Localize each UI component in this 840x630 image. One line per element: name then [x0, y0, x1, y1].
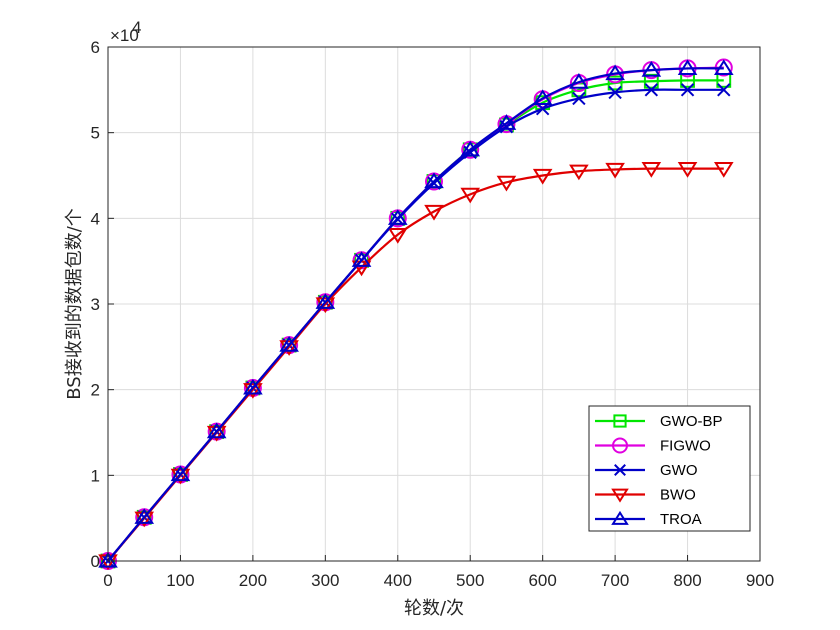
data-point: [315, 297, 336, 314]
ticks: [107, 46, 761, 562]
legend-marker: [611, 488, 629, 503]
legend-marker: [612, 437, 628, 454]
data-point: [713, 162, 734, 178]
data-point: [608, 85, 622, 100]
data-point: [677, 162, 698, 178]
data-point: [424, 204, 444, 221]
data-point: [315, 293, 336, 309]
data-point: [644, 83, 659, 97]
legend-label: BWO: [660, 487, 696, 504]
series-line: [107, 67, 724, 562]
x-tick-label: 200: [239, 571, 267, 590]
y-tick-label: 2: [91, 381, 100, 400]
x-tick-label: 900: [746, 571, 774, 590]
x-tick-label: 100: [166, 571, 194, 590]
data-point: [713, 59, 734, 76]
data-point: [641, 61, 662, 77]
x-tick-label: 500: [456, 571, 484, 590]
tick-labels: 0 100 200 300 400 500 600 700 800 900 0 1 2 3 4 5 6: [91, 38, 775, 590]
legend-item: GWO: [595, 462, 698, 479]
legend-label: FIGWO: [660, 438, 711, 455]
x-tick-label: 0: [103, 571, 112, 590]
data-point: [243, 378, 263, 395]
series-troa: [98, 59, 734, 568]
x-tick-label: 600: [528, 571, 556, 590]
y-tick-label: 6: [91, 38, 100, 57]
legend-item: GWO-BP: [595, 413, 723, 430]
legend-marker: [613, 414, 627, 428]
data-point: [717, 83, 731, 97]
data-point: [134, 511, 155, 528]
data-point: [98, 551, 118, 568]
legend-marker: [614, 464, 626, 476]
data-point: [532, 89, 553, 105]
data-point: [460, 187, 481, 204]
legend-label: GWO: [660, 462, 698, 479]
data-point: [206, 422, 227, 439]
y-tick-label: 1: [91, 466, 100, 485]
data-point: [569, 164, 589, 181]
y-tick-label: 4: [91, 209, 100, 228]
data-point: [243, 383, 263, 399]
y-tick-label: 0: [91, 552, 100, 571]
data-point: [680, 83, 695, 97]
legend-item: BWO: [595, 487, 696, 504]
data-point: [572, 91, 586, 106]
data-point: [387, 209, 408, 225]
y-exponent-base: ×10: [110, 26, 139, 45]
data-point: [206, 425, 227, 442]
data-point: [351, 251, 372, 267]
y-exponent-power: 4: [132, 18, 141, 37]
data-point: [496, 114, 517, 130]
data-point: [460, 140, 481, 157]
series-layer: [98, 58, 734, 571]
data-point: [605, 64, 625, 81]
legend: GWO-BP FIGWO GWO BWO TROA: [588, 405, 751, 532]
y-axis-label: BS接收到的数据包数/个: [64, 208, 85, 400]
data-point: [607, 75, 623, 91]
data-point: [677, 59, 698, 76]
data-point: [496, 175, 517, 192]
x-tick-label: 800: [673, 571, 701, 590]
data-point: [170, 465, 191, 482]
data-point: [424, 172, 444, 189]
legend-label: TROA: [660, 511, 702, 528]
data-point: [569, 73, 589, 89]
x-tick-label: 400: [384, 571, 412, 590]
data-point: [532, 168, 553, 185]
data-point: [641, 162, 662, 178]
x-tick-label: 700: [601, 571, 629, 590]
data-point: [279, 340, 299, 356]
x-tick-label: 300: [311, 571, 339, 590]
legend-item: TROA: [595, 510, 702, 528]
y-tick-label: 5: [91, 124, 100, 143]
legend-marker: [611, 510, 629, 525]
data-point: [387, 228, 408, 244]
legend-item: FIGWO: [595, 437, 711, 455]
y-tick-label: 3: [91, 295, 100, 314]
data-point: [279, 336, 299, 352]
data-point: [170, 468, 191, 485]
legend-label: GWO-BP: [660, 413, 723, 430]
legend-items: GWO-BP FIGWO GWO BWO TROA: [595, 413, 723, 528]
x-axis-label: 轮数/次: [404, 598, 464, 619]
data-point: [134, 508, 155, 524]
data-point: [605, 162, 625, 179]
